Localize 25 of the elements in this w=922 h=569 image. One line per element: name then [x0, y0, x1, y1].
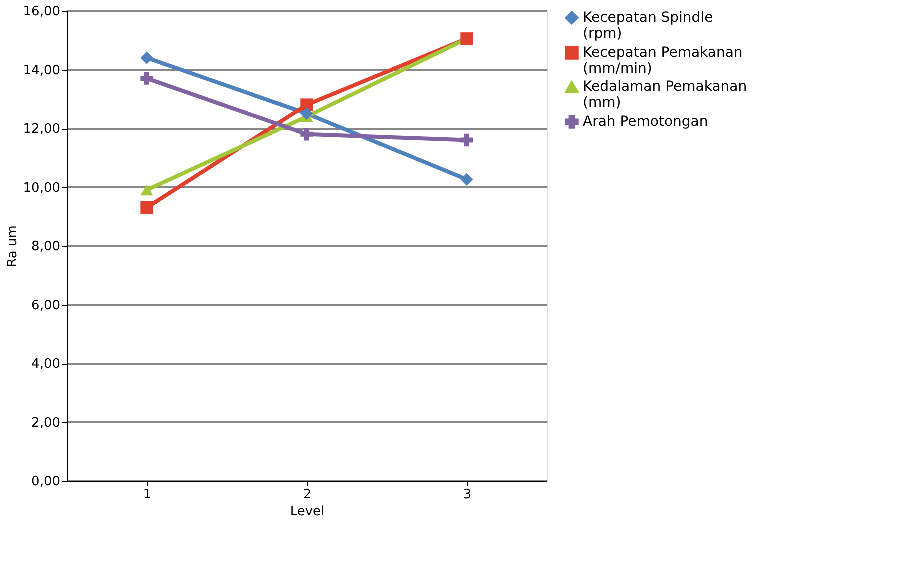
point [300, 98, 314, 112]
x-axis-title: Level [290, 504, 325, 520]
y-tick-label: 0,00 [32, 474, 60, 490]
x-tick-label: 2 [303, 488, 312, 502]
y-axis-title: Ra um [5, 226, 20, 268]
y-tick-label: 4,00 [32, 357, 60, 372]
y-tick-label: 16,00 [23, 4, 60, 20]
point [460, 173, 474, 186]
y-tick-label: 6,00 [32, 298, 60, 314]
x-tick-label: 3 [463, 488, 472, 502]
y-tick-label: 12,00 [23, 122, 60, 137]
point [140, 72, 154, 85]
point [140, 201, 154, 214]
y-tick-label: 2,00 [32, 416, 60, 431]
point [140, 52, 154, 64]
y-tick-label: 14,00 [23, 63, 60, 78]
point [300, 128, 314, 141]
legend-label: Kecepatan Pemakanan (mm/min) [583, 45, 743, 77]
y-tick-label: 10,00 [23, 180, 60, 196]
point [460, 134, 474, 147]
y-tick-label: 8,00 [32, 240, 60, 254]
legend-label: Kedalaman Pemakanan (mm) [583, 79, 748, 111]
legend-label: Arah Pemotongan [583, 114, 708, 130]
legend-label: Kecepatan Spindle (rpm) [583, 10, 714, 42]
x-tick-label: 1 [143, 488, 152, 502]
